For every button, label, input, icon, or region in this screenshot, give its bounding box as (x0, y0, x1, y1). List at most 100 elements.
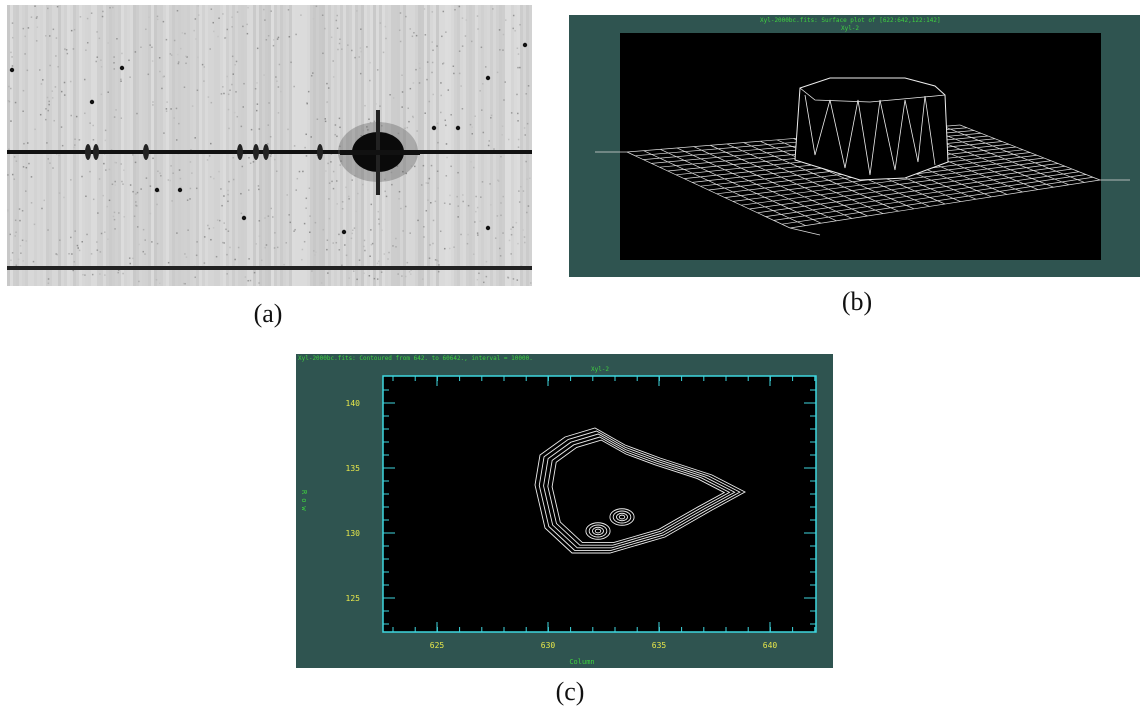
noise (43, 199, 46, 202)
noise (212, 21, 215, 24)
noise (399, 40, 402, 43)
image-stripe (277, 5, 280, 286)
noise (305, 133, 307, 136)
noise (56, 253, 58, 256)
contour (592, 526, 604, 536)
image-stripe (496, 5, 499, 286)
noise (232, 73, 235, 75)
noise (100, 66, 103, 68)
image-stripe (445, 5, 448, 286)
noise (409, 28, 412, 30)
noise (268, 102, 270, 104)
noise (213, 30, 215, 33)
noise (276, 38, 279, 40)
noise (184, 282, 186, 285)
noise (46, 96, 49, 99)
noise (132, 257, 134, 260)
noise (25, 190, 27, 192)
noise (387, 258, 389, 260)
image-stripe (406, 5, 409, 286)
noise (206, 159, 209, 161)
image-stripe (484, 5, 487, 286)
noise (73, 261, 76, 263)
image-stripe (502, 5, 505, 286)
image-stripe (205, 5, 208, 286)
noise (207, 224, 209, 227)
noise (352, 270, 355, 272)
noise (494, 237, 497, 239)
image-stripe (268, 5, 271, 286)
noise (189, 198, 191, 200)
noise (184, 253, 186, 255)
noise (416, 130, 418, 132)
noise (412, 116, 415, 119)
noise (244, 276, 247, 278)
noise (476, 232, 479, 234)
noise (175, 107, 178, 110)
noise (133, 215, 136, 218)
noise (438, 264, 440, 266)
noise (516, 279, 519, 281)
noise (467, 233, 469, 236)
noise (370, 243, 373, 246)
noise (90, 12, 93, 14)
noise (22, 110, 24, 113)
image-stripe (403, 5, 406, 286)
noise (156, 242, 159, 245)
noise (278, 63, 281, 66)
noise (379, 22, 382, 24)
noise (437, 187, 439, 189)
image-stripe (301, 5, 304, 286)
noise (377, 210, 379, 213)
noise (412, 82, 415, 84)
noise (475, 195, 477, 198)
noise (47, 278, 50, 280)
noise (339, 38, 341, 40)
noise (120, 80, 122, 83)
noise (114, 180, 116, 183)
noise (497, 179, 499, 181)
noise (194, 276, 196, 279)
caption: (c) (556, 677, 585, 706)
noise (384, 190, 386, 193)
image-stripe (157, 5, 160, 286)
noise (458, 72, 461, 75)
noise (7, 209, 9, 211)
plot-title: Xyl-2000bc.fits: Contoured from 642. to … (298, 355, 533, 362)
image-stripe (40, 5, 43, 286)
noise (517, 146, 520, 148)
image-stripe (271, 5, 274, 286)
noise (195, 254, 198, 257)
image-stripe (469, 5, 472, 286)
noise (195, 187, 198, 190)
noise (423, 236, 425, 238)
noise (524, 134, 527, 136)
noise (11, 65, 14, 67)
image-stripe (244, 5, 247, 286)
wire (732, 160, 1052, 202)
noise (243, 82, 245, 85)
noise (39, 113, 42, 116)
noise (267, 215, 270, 217)
noise (270, 10, 272, 12)
noise (99, 273, 101, 275)
noise (60, 90, 63, 93)
dot (177, 187, 183, 193)
noise (61, 144, 64, 147)
noise (184, 32, 186, 35)
noise (493, 148, 495, 150)
image-stripe (97, 5, 100, 286)
noise (476, 206, 479, 209)
noise (287, 9, 290, 11)
noise (191, 172, 193, 174)
noise (402, 170, 404, 173)
noise (203, 262, 206, 264)
noise (165, 38, 168, 41)
noise (308, 187, 311, 190)
noise (313, 250, 315, 252)
noise (276, 246, 279, 249)
image-stripe (13, 5, 16, 286)
noise (91, 273, 94, 276)
noise (344, 244, 346, 246)
noise (315, 251, 317, 253)
